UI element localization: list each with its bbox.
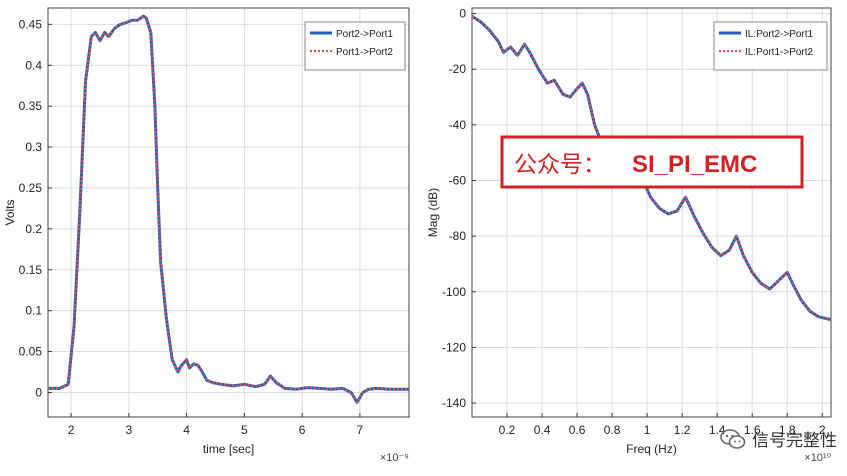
y-tick-label: 0.45 — [19, 17, 43, 31]
plot-area — [48, 8, 409, 417]
y-tick-label: 0 — [459, 7, 466, 21]
x-tick-label: 1 — [644, 423, 651, 437]
x-axis-label: Freq (Hz) — [626, 442, 677, 456]
x-tick-label: 0.2 — [499, 423, 516, 437]
x-tick-label: 6 — [299, 423, 306, 437]
y-tick-label: 0.05 — [19, 345, 43, 359]
y-tick-label: 0.15 — [19, 263, 43, 277]
y-tick-label: -120 — [442, 340, 466, 354]
y-tick-label: -20 — [449, 62, 467, 76]
y-tick-label: 0.25 — [19, 181, 43, 195]
stamp-label: 公众号： — [514, 152, 606, 178]
x-tick-label: 1.8 — [779, 423, 796, 437]
y-tick-label: 0.1 — [25, 304, 42, 318]
insertion-loss-chart: 0.2 0.4 0.6 0.8 1 1.2 1.4 1.6 1.8 20-20-40-60-80-… — [426, 7, 832, 464]
y-axis-label: Mag (dB) — [426, 188, 440, 237]
y-axis-label: Volts — [3, 199, 17, 225]
x-tick-label: 4 — [183, 423, 190, 437]
time-domain-chart: 2 3 4 5 6 7 0 0.05 0.1 0.15 0.2 0.25 0.3 0.35 0.4 0.45 t… — [3, 7, 410, 464]
watermark: 信号完整性 — [720, 426, 837, 451]
x-tick-label: 7 — [357, 423, 364, 437]
y-tick-label: -140 — [442, 396, 466, 410]
y-tick-label: -40 — [449, 118, 467, 132]
legend-box — [713, 21, 828, 71]
x-tick-label: 0.4 — [534, 423, 551, 437]
wechat-icon — [720, 428, 746, 450]
x-tick-label: 2 — [819, 423, 826, 437]
x-axis-label: time [sec] — [203, 442, 254, 456]
y-tick-label: 0.35 — [19, 99, 43, 113]
stamp-box — [500, 135, 804, 189]
x-tick-label: 3 — [126, 423, 133, 437]
legend-box — [304, 21, 406, 71]
y-tick-label: 0.3 — [25, 140, 42, 154]
legend-label: IL:Port2->Port1 — [745, 29, 814, 40]
plot-area — [472, 8, 831, 417]
wechat-stamp: 公众号： SI_PI_EMC — [500, 135, 804, 189]
x-tick-label: 1.6 — [744, 423, 761, 437]
plot-frame — [471, 7, 832, 418]
x-tick-label: 2 — [68, 423, 75, 437]
x-exponent-label: ×10⁻⁹ — [380, 452, 409, 464]
y-tick-label: -80 — [449, 229, 467, 243]
legend-label: IL:Port1->Port2 — [745, 47, 814, 58]
y-tick-label: -100 — [442, 285, 466, 299]
x-tick-label: 1.2 — [674, 423, 691, 437]
y-tick-label: -60 — [449, 174, 467, 188]
y-tick-label: 0 — [35, 385, 42, 399]
legend-label: Port2->Port1 — [336, 29, 393, 40]
x-tick-label: 0.6 — [569, 423, 586, 437]
watermark-text: 信号完整性 — [752, 431, 837, 451]
plot-frame — [47, 7, 410, 418]
stamp-code: SI_PI_EMC — [632, 151, 757, 178]
x-tick-label: 0.8 — [604, 423, 621, 437]
series-line-1 — [48, 15, 409, 404]
y-tick-label: 0.2 — [25, 222, 42, 236]
legend-label: Port1->Port2 — [336, 47, 393, 58]
x-tick-label: 5 — [241, 423, 248, 437]
x-exponent-label: ×10¹⁰ — [804, 452, 831, 464]
y-tick-label: 0.4 — [25, 58, 42, 72]
